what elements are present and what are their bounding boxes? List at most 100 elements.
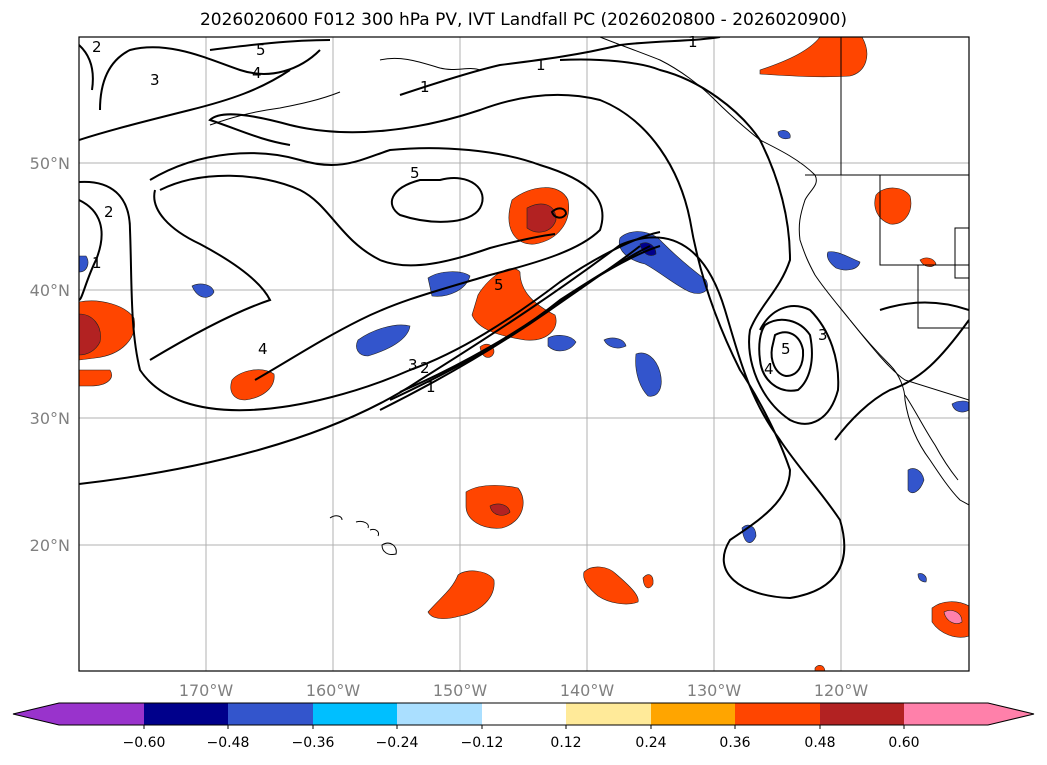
pv-contour-2	[79, 180, 661, 412]
contour-label: 3	[408, 356, 418, 374]
pv-contours	[79, 37, 969, 600]
colorbar-ticks	[143, 725, 905, 729]
pv-contour-17	[99, 46, 321, 111]
ivt-patch	[943, 610, 963, 624]
ivt-patch	[583, 566, 639, 605]
coastline-islands	[379, 57, 481, 71]
ivt-patch	[777, 130, 791, 140]
latitude-label: 50°N	[30, 154, 70, 173]
ivt-patch	[907, 468, 925, 493]
colorbar-tick-label: 0.12	[550, 735, 581, 751]
pv-contour-20	[79, 44, 94, 91]
pv-contour-14	[879, 301, 969, 311]
contour-label: 2	[420, 359, 430, 377]
colorbar: −0.60 −0.48 −0.36 −0.24 −0.12 0.12 0.24 …	[12, 702, 1035, 751]
ivt-patch	[814, 665, 826, 671]
colorbar-segment	[144, 703, 228, 725]
contour-label: 3	[150, 71, 160, 89]
colorbar-tick-label: −0.60	[123, 735, 166, 751]
longitude-label: 150°W	[433, 681, 488, 700]
hawaii-1	[329, 515, 343, 521]
border-states-1	[879, 175, 969, 266]
colorbar-tick-label: −0.48	[207, 735, 250, 751]
pv-contour-9	[399, 245, 661, 393]
ivt-patch	[635, 352, 662, 397]
ivt-patch	[230, 369, 275, 401]
contour-label: 1	[536, 56, 546, 74]
ivt-patch	[642, 574, 654, 589]
pv-contour-12	[758, 318, 813, 392]
ivt-patch	[874, 187, 912, 225]
ivt-patch	[356, 324, 411, 357]
ivt-patch	[951, 400, 969, 413]
border-states-4	[954, 227, 969, 279]
map-plot-area	[79, 37, 969, 671]
longitude-label: 170°W	[179, 681, 234, 700]
border-states-2	[917, 265, 969, 329]
pv-contour-1	[79, 93, 846, 600]
coastline-alaska	[599, 37, 969, 506]
hawaii-2	[355, 521, 369, 529]
longitude-label: 130°W	[687, 681, 742, 700]
ivt-patch	[759, 37, 868, 78]
colorbar-segment	[820, 703, 904, 725]
contour-label: 4	[258, 340, 268, 358]
colorbar-segment	[397, 703, 482, 725]
contour-label: 3	[818, 326, 828, 344]
coastline-aleutian	[209, 91, 341, 126]
ivt-patch	[639, 242, 657, 256]
border-mexico	[849, 319, 969, 401]
map-frame	[78, 36, 970, 672]
longitude-label: 160°W	[306, 681, 361, 700]
colorbar-segment	[59, 703, 144, 725]
colorbar-tick-label: 0.36	[719, 735, 750, 751]
map-title: 2026020600 F012 300 hPa PV, IVT Landfall…	[199, 10, 847, 30]
colorbar-tick-label: −0.24	[376, 735, 419, 751]
contour-label: 1	[426, 378, 436, 396]
pv-contour-18	[79, 69, 291, 141]
hawaii-3	[381, 542, 397, 555]
contour-label: 4	[252, 64, 262, 82]
ivt-patch	[79, 369, 112, 387]
pv-contour-10	[390, 177, 484, 223]
contour-label: 4	[764, 360, 774, 378]
longitude-labels: 170°W 160°W 150°W 140°W 130°W 120°W	[179, 681, 869, 700]
ivt-patch	[526, 203, 557, 233]
ivt-patch	[603, 337, 627, 349]
latitude-label: 40°N	[30, 281, 70, 300]
colorbar-segment	[313, 703, 397, 725]
colorbar-segment	[904, 703, 988, 725]
ivt-patch	[79, 313, 101, 356]
ivt-patch	[427, 570, 495, 619]
latitude-label: 30°N	[30, 409, 70, 428]
hawaii-4	[369, 529, 379, 537]
ivt-patch	[547, 335, 577, 352]
coastlines	[209, 37, 969, 555]
colorbar-tick-label: 0.60	[888, 735, 919, 751]
contour-label: 2	[104, 203, 114, 221]
pv-contour-4	[149, 147, 604, 381]
pv-contour-13	[770, 331, 805, 378]
pv-contour-6	[149, 189, 272, 361]
positive-ivt-patches	[79, 37, 969, 671]
contour-label: 5	[256, 41, 266, 59]
colorbar-extend-right	[988, 703, 1034, 725]
longitude-label: 120°W	[814, 681, 869, 700]
colorbar-segment	[651, 703, 735, 725]
colorbar-tick-label: 0.48	[804, 735, 835, 751]
pv-contour-19	[399, 37, 721, 96]
latitude-labels: 50°N 40°N 30°N 20°N	[30, 154, 70, 555]
negative-ivt-patches	[79, 130, 969, 583]
colorbar-tick-label: 0.24	[635, 735, 666, 751]
pv-contour-21	[550, 207, 568, 219]
colorbar-extend-left	[13, 703, 59, 725]
contour-label: 2	[92, 38, 102, 56]
contour-label: 1	[92, 254, 102, 272]
ivt-patch	[489, 503, 511, 516]
ivt-patch	[917, 573, 927, 583]
contour-label: 5	[410, 164, 420, 182]
colorbar-outline	[12, 702, 1035, 726]
pv-contour-16	[209, 39, 331, 51]
contour-labels: 1 1 1 1 1 2 2 2 3 3 3 4 4 4 5 5 5 5	[92, 33, 828, 396]
